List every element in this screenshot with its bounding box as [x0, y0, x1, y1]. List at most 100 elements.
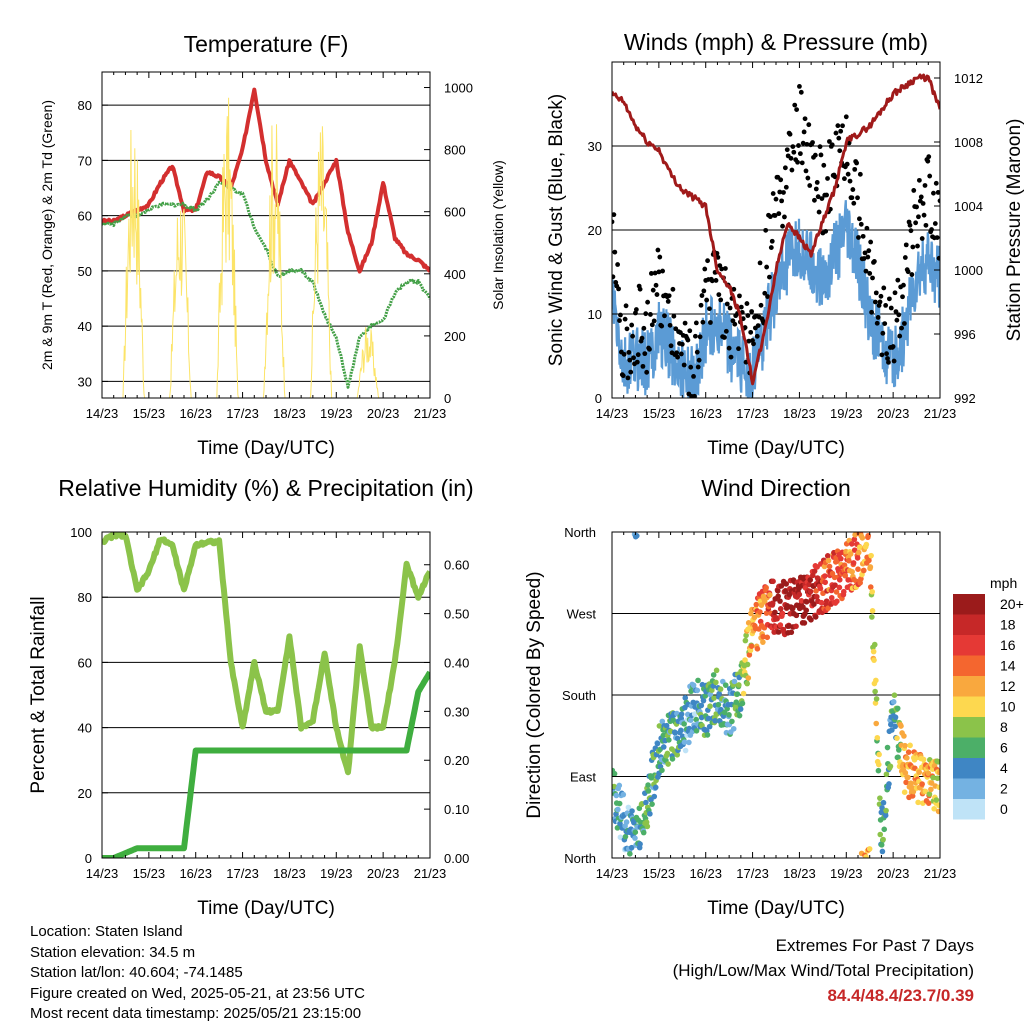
direction-point: [730, 725, 737, 732]
direction-point: [832, 582, 838, 588]
direction-point: [678, 711, 685, 717]
gust-point: [650, 287, 656, 293]
direction-point: [907, 742, 913, 749]
direction-point: [880, 836, 886, 843]
gust-point: [903, 242, 909, 248]
direction-point: [925, 800, 932, 806]
direction-point: [834, 598, 840, 605]
gust-point: [647, 346, 652, 352]
y-tick-label: 80: [78, 98, 92, 113]
direction-point: [876, 751, 882, 758]
direction-point: [857, 544, 863, 551]
gust-point: [813, 186, 819, 192]
direction-point: [889, 727, 895, 733]
direction-point: [616, 800, 623, 807]
direction-point: [892, 723, 898, 730]
x-tick-label: 21/23: [414, 866, 447, 881]
x-tick-label: 16/23: [689, 406, 722, 421]
gust-point: [653, 282, 659, 288]
gust-point: [821, 162, 827, 168]
x-axis-label: Time (Day/UTC): [707, 898, 845, 919]
direction-point: [877, 795, 883, 801]
gust-point: [937, 198, 940, 204]
direction-point: [722, 682, 729, 688]
gust-point: [920, 201, 926, 206]
direction-point: [881, 826, 888, 833]
gust-point: [640, 363, 646, 369]
y2-tick-label: 0.20: [444, 753, 469, 768]
direction-point: [936, 784, 940, 791]
direction-point: [652, 784, 659, 791]
extremes-subtitle: (High/Low/Max Wind/Total Precipitation): [672, 961, 974, 980]
direction-point: [736, 682, 742, 688]
gust-point: [890, 344, 896, 349]
y-tick-label: 60: [78, 655, 92, 670]
direction-point: [880, 799, 887, 806]
gust-point: [905, 269, 911, 275]
gust-point: [682, 320, 688, 326]
x-tick-label: 15/23: [133, 866, 166, 881]
direction-point: [622, 833, 629, 840]
gust-point: [699, 293, 705, 298]
direction-point: [778, 583, 785, 589]
direction-point: [798, 598, 805, 604]
gust-point: [881, 285, 887, 291]
gust-point: [844, 161, 850, 167]
direction-point: [836, 577, 843, 583]
gust-point: [778, 177, 784, 183]
direction-point: [904, 755, 910, 761]
direction-point: [712, 718, 718, 724]
direction-point: [754, 646, 761, 652]
direction-point: [760, 639, 766, 645]
gust-point: [882, 321, 888, 327]
direction-point: [674, 752, 681, 758]
legend-swatch: [953, 594, 985, 615]
gust-point: [922, 183, 928, 188]
direction-point: [757, 609, 763, 615]
y-tick-label: 40: [78, 319, 92, 334]
direction-point: [659, 718, 666, 725]
direction-point: [873, 677, 879, 684]
x-axis-label: Time (Day/UTC): [707, 438, 845, 459]
gust-point: [899, 325, 904, 331]
direction-point: [803, 607, 810, 614]
gust-point: [704, 297, 710, 303]
y-tick-label: North: [564, 525, 596, 540]
gust-point: [697, 334, 703, 340]
direction-point: [931, 805, 937, 812]
gust-point: [634, 359, 640, 365]
direction-point: [854, 555, 861, 561]
direction-point: [919, 781, 925, 787]
y-axis-label: Sonic Wind & Gust (Blue, Black): [546, 94, 567, 366]
x-tick-label: 17/23: [226, 866, 259, 881]
y-tick-label: West: [567, 607, 597, 622]
direction-point: [807, 577, 814, 583]
direction-point: [930, 774, 936, 781]
direction-point: [774, 616, 780, 622]
x-tick-label: 20/23: [877, 866, 910, 881]
x-tick-label: 17/23: [736, 866, 769, 881]
direction-point: [713, 679, 719, 686]
direction-point: [810, 572, 816, 579]
gust-point: [858, 221, 864, 227]
y2-tick-label: 0.60: [444, 558, 469, 573]
gust-point: [668, 343, 674, 349]
gust-point: [746, 338, 752, 344]
gust-point: [783, 184, 789, 190]
x-tick-label: 18/23: [783, 406, 816, 421]
direction-point: [666, 737, 672, 743]
gust-point: [901, 282, 906, 288]
y2-tick-label: 0: [444, 391, 451, 406]
direction-point: [691, 711, 698, 717]
gust-point: [842, 176, 847, 182]
y2-tick-label: 200: [444, 329, 466, 344]
gust-point: [644, 369, 650, 375]
legend-label: 4: [1000, 760, 1008, 776]
gust-point: [667, 322, 673, 328]
gust-point: [824, 192, 830, 198]
direction-point: [793, 623, 799, 630]
gust-point: [878, 293, 884, 299]
direction-point: [617, 834, 624, 841]
direction-point: [908, 780, 914, 787]
direction-point: [863, 854, 869, 858]
